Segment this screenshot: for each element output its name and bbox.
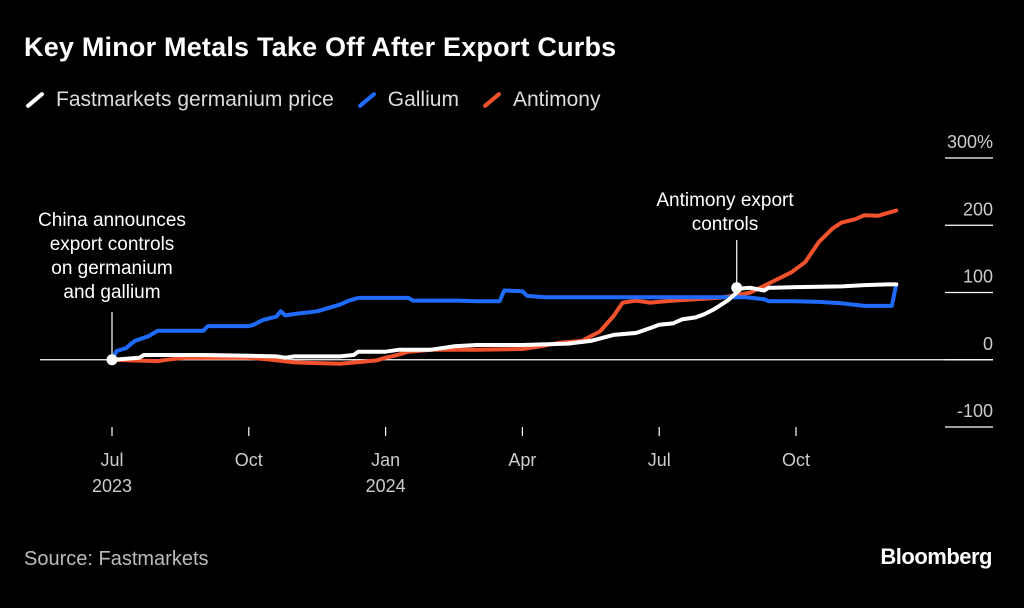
chart-legend: Fastmarkets germanium price Gallium Anti… — [24, 88, 600, 112]
x-tick-label: Jul — [648, 450, 671, 470]
x-tick-label: Jul — [100, 450, 123, 470]
x-tick-year-label: 2023 — [92, 476, 132, 496]
antimony-line — [110, 208, 899, 366]
source-note: Source: Fastmarkets — [24, 548, 209, 570]
germanium-line — [110, 282, 899, 362]
x-tick-label: Jan — [371, 450, 400, 470]
legend-germanium-label: Fastmarkets germanium price — [56, 88, 334, 111]
x-tick-label: Apr — [508, 450, 536, 470]
annotation-text: and gallium — [63, 282, 160, 303]
annotation-marker — [106, 354, 118, 366]
legend-gallium: Gallium — [356, 88, 459, 112]
legend-germanium: Fastmarkets germanium price — [24, 88, 334, 112]
y-tick-label: -100 — [957, 401, 993, 421]
y-tick-label: 100 — [963, 267, 993, 287]
legend-antimony-label: Antimony — [512, 88, 601, 111]
y-tick-label: 0 — [983, 334, 993, 354]
legend-gallium-label: Gallium — [387, 88, 459, 111]
annotation-text: on germanium — [51, 258, 172, 279]
gallium-line — [110, 282, 899, 362]
annotation-text: export controls — [50, 234, 175, 255]
annotation-text: Antimony export — [656, 190, 794, 211]
annotation-text: China announces — [38, 210, 186, 231]
legend-antimony: Antimony — [481, 88, 601, 112]
chart-title: Key Minor Metals Take Off After Export C… — [24, 32, 617, 62]
annotation-text: controls — [692, 214, 759, 235]
x-tick-label: Oct — [782, 450, 810, 470]
annotation-marker — [731, 282, 743, 294]
y-tick-label: 200 — [963, 199, 993, 219]
y-tick-label: 300% — [947, 132, 993, 152]
bloomberg-logo: Bloomberg — [880, 544, 992, 569]
x-tick-label: Oct — [235, 450, 263, 470]
x-tick-year-label: 2024 — [366, 476, 406, 496]
